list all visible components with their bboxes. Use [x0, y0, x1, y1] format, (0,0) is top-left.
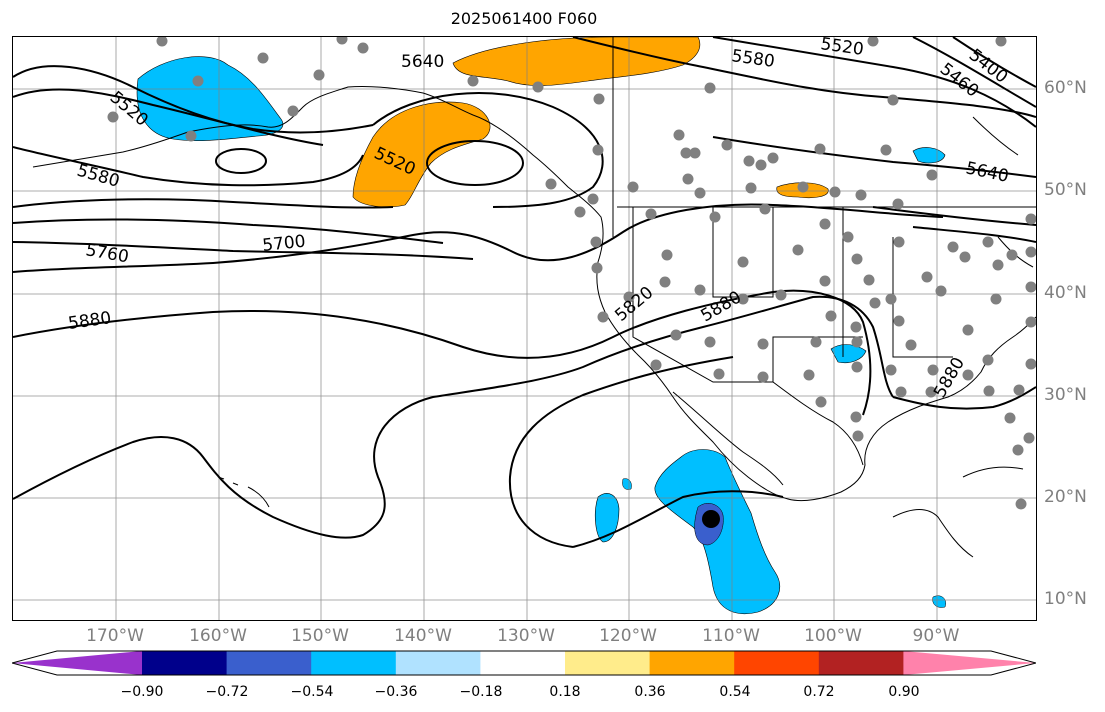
lat-label: 30°N [1044, 385, 1087, 405]
caribbean-small-negative [932, 595, 946, 608]
colorbar [12, 650, 1036, 676]
colorbar-segment [649, 651, 735, 675]
colorbar-tick-label: 0.54 [719, 684, 751, 700]
lon-label: 170°W [86, 626, 144, 646]
lon-label: 110°W [702, 626, 760, 646]
lon-label: 160°W [189, 626, 247, 646]
contour-label: 5760 [84, 240, 130, 267]
lon-label: 140°W [394, 626, 452, 646]
colorbar-segment [818, 651, 904, 675]
colorbar-extend-max [903, 651, 1036, 675]
contour-label: 5880 [67, 308, 113, 334]
height-contours [13, 37, 1036, 548]
contour-label: 5580 [730, 46, 776, 72]
lon-label: 100°W [804, 626, 862, 646]
colorbar-tick-label: −0.54 [290, 684, 334, 700]
colorbar-segment [565, 651, 651, 675]
hurricane-center-dot [702, 510, 720, 528]
contour-label: 5640 [964, 158, 1010, 187]
contour-label: 5580 [75, 161, 122, 192]
colorbar-segment [734, 651, 820, 675]
colorbar-tick-label: −0.90 [120, 684, 164, 700]
colorbar-tick-label: 0.90 [888, 684, 920, 700]
contour-label: 5820 [611, 283, 657, 326]
colorbar-tick-label: 0.18 [549, 684, 581, 700]
graticule [13, 37, 1036, 620]
gulf-positive-anomaly [352, 101, 491, 208]
lon-label: 90°W [912, 626, 960, 646]
contour-label: 5880 [698, 287, 745, 326]
colorbar-segment [395, 651, 481, 675]
pacific-small-negative [622, 478, 632, 490]
hudson-negative-anomaly [912, 147, 946, 164]
contour-label: 5700 [261, 232, 306, 256]
map-svg: 5520 5640 5580 5520 5400 5460 5520 5580 … [13, 37, 1036, 620]
colorbar-tick-label: 0.72 [803, 684, 835, 700]
colorbar-segment [311, 651, 397, 675]
texas-negative-anomaly [830, 344, 867, 364]
colorbar-tick-label: −0.18 [459, 684, 503, 700]
colorbar-segment [480, 651, 566, 675]
lat-label: 40°N [1044, 283, 1087, 303]
lat-label: 50°N [1044, 180, 1087, 200]
contour-label: 5880 [930, 354, 969, 401]
lon-label: 120°W [599, 626, 657, 646]
anomaly-shading [136, 37, 946, 615]
lat-label: 20°N [1044, 487, 1087, 507]
colorbar-segment [142, 651, 228, 675]
lon-label: 150°W [291, 626, 349, 646]
observation-stations [107, 37, 1036, 510]
lat-label: 60°N [1044, 78, 1087, 98]
colorbar-tick-label: −0.36 [374, 684, 418, 700]
colorbar-tick-label: 0.36 [634, 684, 666, 700]
lat-label: 10°N [1044, 589, 1087, 609]
map-title: 2025061400 F060 [450, 9, 598, 28]
colorbar-segment [226, 651, 312, 675]
map-panel: 5520 5640 5580 5520 5400 5460 5520 5580 … [12, 36, 1037, 621]
colorbar-extend-min [12, 651, 142, 675]
contour-label: 5640 [401, 52, 444, 72]
colorbar-segments [12, 651, 1036, 675]
lon-label: 130°W [497, 626, 555, 646]
coastlines [32, 37, 1036, 558]
canada-positive-anomaly [452, 37, 701, 86]
contour-label: 5520 [819, 37, 865, 60]
colorbar-tick-label: −0.72 [205, 684, 249, 700]
